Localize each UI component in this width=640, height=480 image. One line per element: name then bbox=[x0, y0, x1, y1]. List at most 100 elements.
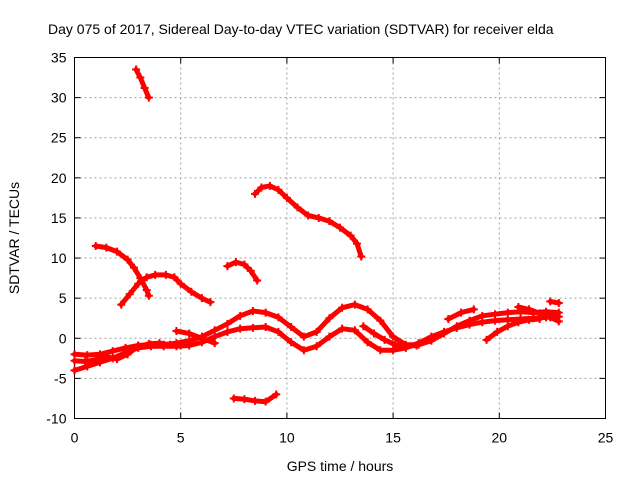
y-tick-label: 5 bbox=[59, 290, 67, 306]
x-axis-title: GPS time / hours bbox=[287, 458, 394, 474]
data-point bbox=[465, 316, 474, 325]
data-point bbox=[187, 287, 196, 296]
data-point bbox=[514, 302, 523, 311]
y-tick-label: 15 bbox=[51, 210, 67, 226]
data-point bbox=[136, 73, 145, 82]
data-point bbox=[274, 185, 283, 194]
data-point bbox=[363, 338, 372, 347]
data-point bbox=[144, 339, 153, 348]
data-point bbox=[503, 322, 512, 331]
data-point bbox=[144, 291, 153, 300]
data-point bbox=[478, 311, 487, 320]
data-point bbox=[314, 213, 323, 222]
data-point bbox=[299, 346, 308, 355]
data-point bbox=[134, 279, 143, 288]
data-point bbox=[380, 335, 389, 344]
data-point bbox=[338, 303, 347, 312]
data-point bbox=[223, 262, 232, 271]
data-point bbox=[231, 258, 240, 267]
data-point bbox=[359, 322, 368, 331]
data-series-arc-k bbox=[359, 322, 421, 351]
data-point bbox=[350, 300, 359, 309]
data-point bbox=[210, 339, 219, 348]
data-series-arc-p bbox=[70, 351, 111, 366]
data-point bbox=[469, 305, 478, 314]
data-point bbox=[240, 260, 249, 269]
data-series-arc-c bbox=[117, 270, 215, 309]
data-point bbox=[151, 270, 160, 279]
data-point bbox=[253, 276, 262, 285]
data-point bbox=[391, 340, 400, 349]
data-point bbox=[546, 297, 555, 306]
data-point bbox=[304, 211, 313, 220]
data-point bbox=[272, 390, 281, 399]
data-point bbox=[389, 332, 398, 341]
data-point bbox=[427, 336, 436, 345]
data-series-arc-e bbox=[251, 181, 366, 261]
data-point bbox=[525, 305, 534, 314]
data-point bbox=[108, 347, 117, 356]
y-tick-label: 0 bbox=[59, 330, 67, 346]
data-point bbox=[123, 255, 132, 264]
data-point bbox=[325, 332, 334, 341]
data-point bbox=[376, 346, 385, 355]
data-point bbox=[91, 355, 100, 364]
data-point bbox=[229, 394, 238, 403]
data-point bbox=[142, 286, 151, 295]
data-point bbox=[251, 189, 260, 198]
data-point bbox=[503, 308, 512, 317]
y-tick-label: -10 bbox=[46, 411, 66, 427]
data-point bbox=[185, 329, 194, 338]
data-point bbox=[172, 327, 181, 336]
data-point bbox=[240, 395, 249, 404]
y-tick-label: 30 bbox=[51, 90, 67, 106]
data-point bbox=[166, 340, 175, 349]
data-point bbox=[514, 318, 523, 327]
data-point bbox=[265, 181, 274, 190]
data-point bbox=[251, 396, 260, 405]
data-point bbox=[176, 279, 185, 288]
data-point bbox=[170, 273, 179, 282]
data-series-arc-j bbox=[172, 327, 219, 348]
data-point bbox=[369, 329, 378, 338]
data-point bbox=[357, 252, 366, 261]
data-point bbox=[125, 290, 134, 299]
data-series-arc-m bbox=[514, 302, 563, 326]
chart-title: Day 075 of 2017, Sidereal Day-to-day VTE… bbox=[48, 21, 554, 37]
data-point bbox=[299, 332, 308, 341]
data-point bbox=[236, 324, 245, 333]
x-tick-label: 5 bbox=[177, 430, 185, 446]
data-point bbox=[525, 315, 534, 324]
data-point bbox=[546, 313, 555, 322]
data-series-arc-b bbox=[91, 242, 153, 300]
data-series-arc-n bbox=[546, 297, 563, 307]
data-point bbox=[312, 327, 321, 336]
data-point bbox=[287, 323, 296, 332]
data-point bbox=[206, 298, 215, 307]
data-point bbox=[70, 366, 79, 375]
y-tick-label: 10 bbox=[51, 250, 67, 266]
data-point bbox=[117, 300, 126, 309]
data-point bbox=[491, 310, 500, 319]
data-point bbox=[91, 242, 100, 251]
data-point bbox=[161, 270, 170, 279]
data-point bbox=[493, 327, 502, 336]
data-point bbox=[363, 305, 372, 314]
data-series-arc-d bbox=[223, 258, 262, 285]
plot-frame bbox=[74, 57, 606, 419]
x-tick-label: 20 bbox=[492, 430, 508, 446]
data-point bbox=[70, 356, 79, 365]
data-point bbox=[261, 323, 270, 332]
data-point bbox=[287, 338, 296, 347]
data-point bbox=[554, 308, 563, 317]
data-point bbox=[325, 314, 334, 323]
x-tick-label: 0 bbox=[71, 430, 79, 446]
series-group bbox=[70, 65, 563, 406]
data-point bbox=[257, 183, 266, 192]
y-tick-label: 25 bbox=[51, 130, 67, 146]
grid bbox=[74, 57, 606, 419]
data-series-arc-f bbox=[229, 390, 281, 406]
data-point bbox=[197, 334, 206, 343]
